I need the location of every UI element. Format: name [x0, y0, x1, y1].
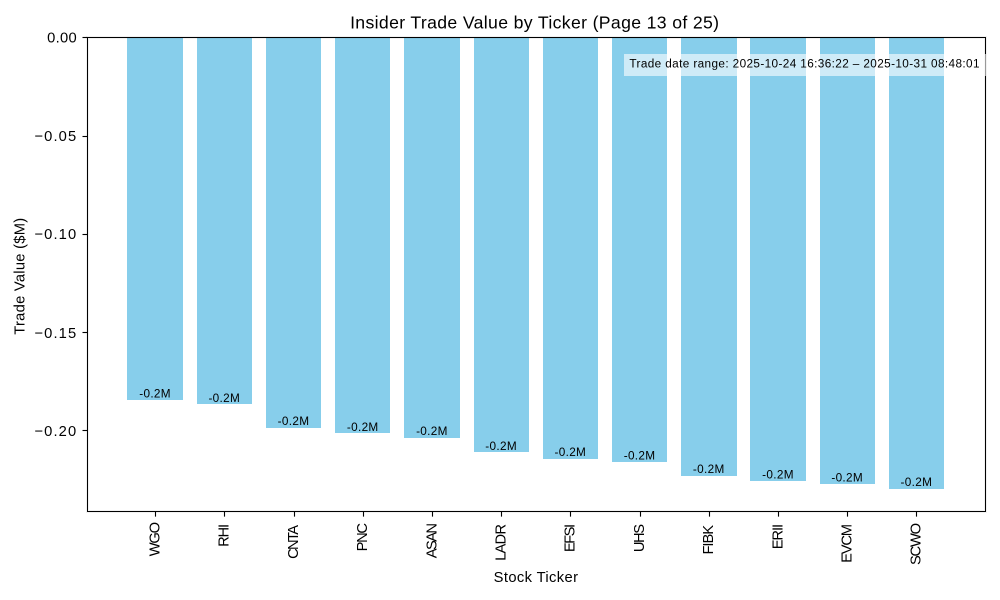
- svg-text:-0.2M: -0.2M: [624, 449, 655, 462]
- svg-text:PNC: PNC: [355, 523, 371, 552]
- svg-text:-0.2M: -0.2M: [554, 446, 585, 459]
- svg-text:EVCM: EVCM: [840, 524, 856, 563]
- svg-text:-0.2M: -0.2M: [831, 472, 862, 485]
- svg-text:−0.10: −0.10: [34, 227, 76, 243]
- svg-text:Insider Trade Value by Ticker: Insider Trade Value by Ticker (Page 13 o…: [350, 13, 719, 33]
- svg-text:-0.2M: -0.2M: [762, 468, 793, 481]
- svg-text:−0.05: −0.05: [34, 129, 76, 145]
- svg-text:−0.15: −0.15: [34, 326, 76, 342]
- svg-text:FIBK: FIBK: [701, 525, 717, 555]
- svg-text:-0.2M: -0.2M: [139, 388, 170, 401]
- svg-text:Stock Ticker: Stock Ticker: [494, 570, 578, 586]
- svg-text:0.00: 0.00: [47, 31, 77, 47]
- svg-text:RHI: RHI: [217, 524, 233, 547]
- svg-text:-0.2M: -0.2M: [278, 415, 309, 428]
- svg-text:CNTA: CNTA: [286, 525, 302, 559]
- svg-text:-0.2M: -0.2M: [693, 463, 724, 476]
- svg-text:EFSI: EFSI: [563, 524, 579, 552]
- svg-text:-0.2M: -0.2M: [347, 421, 378, 434]
- svg-text:SCWO: SCWO: [909, 523, 925, 565]
- svg-text:ERII: ERII: [770, 524, 786, 549]
- svg-text:-0.2M: -0.2M: [416, 425, 447, 438]
- svg-text:−0.20: −0.20: [34, 424, 76, 440]
- svg-text:-0.2M: -0.2M: [901, 476, 932, 489]
- svg-text:Trade Value ($M): Trade Value ($M): [13, 218, 29, 335]
- svg-text:ASAN: ASAN: [424, 523, 440, 558]
- svg-text:LADR: LADR: [493, 524, 509, 561]
- svg-text:WGO: WGO: [147, 522, 163, 556]
- svg-text:Trade date range: 2025-10-24 1: Trade date range: 2025-10-24 16:36:22 – …: [629, 58, 979, 71]
- svg-text:-0.2M: -0.2M: [485, 440, 516, 453]
- svg-text:UHS: UHS: [632, 524, 648, 552]
- svg-text:-0.2M: -0.2M: [208, 392, 239, 405]
